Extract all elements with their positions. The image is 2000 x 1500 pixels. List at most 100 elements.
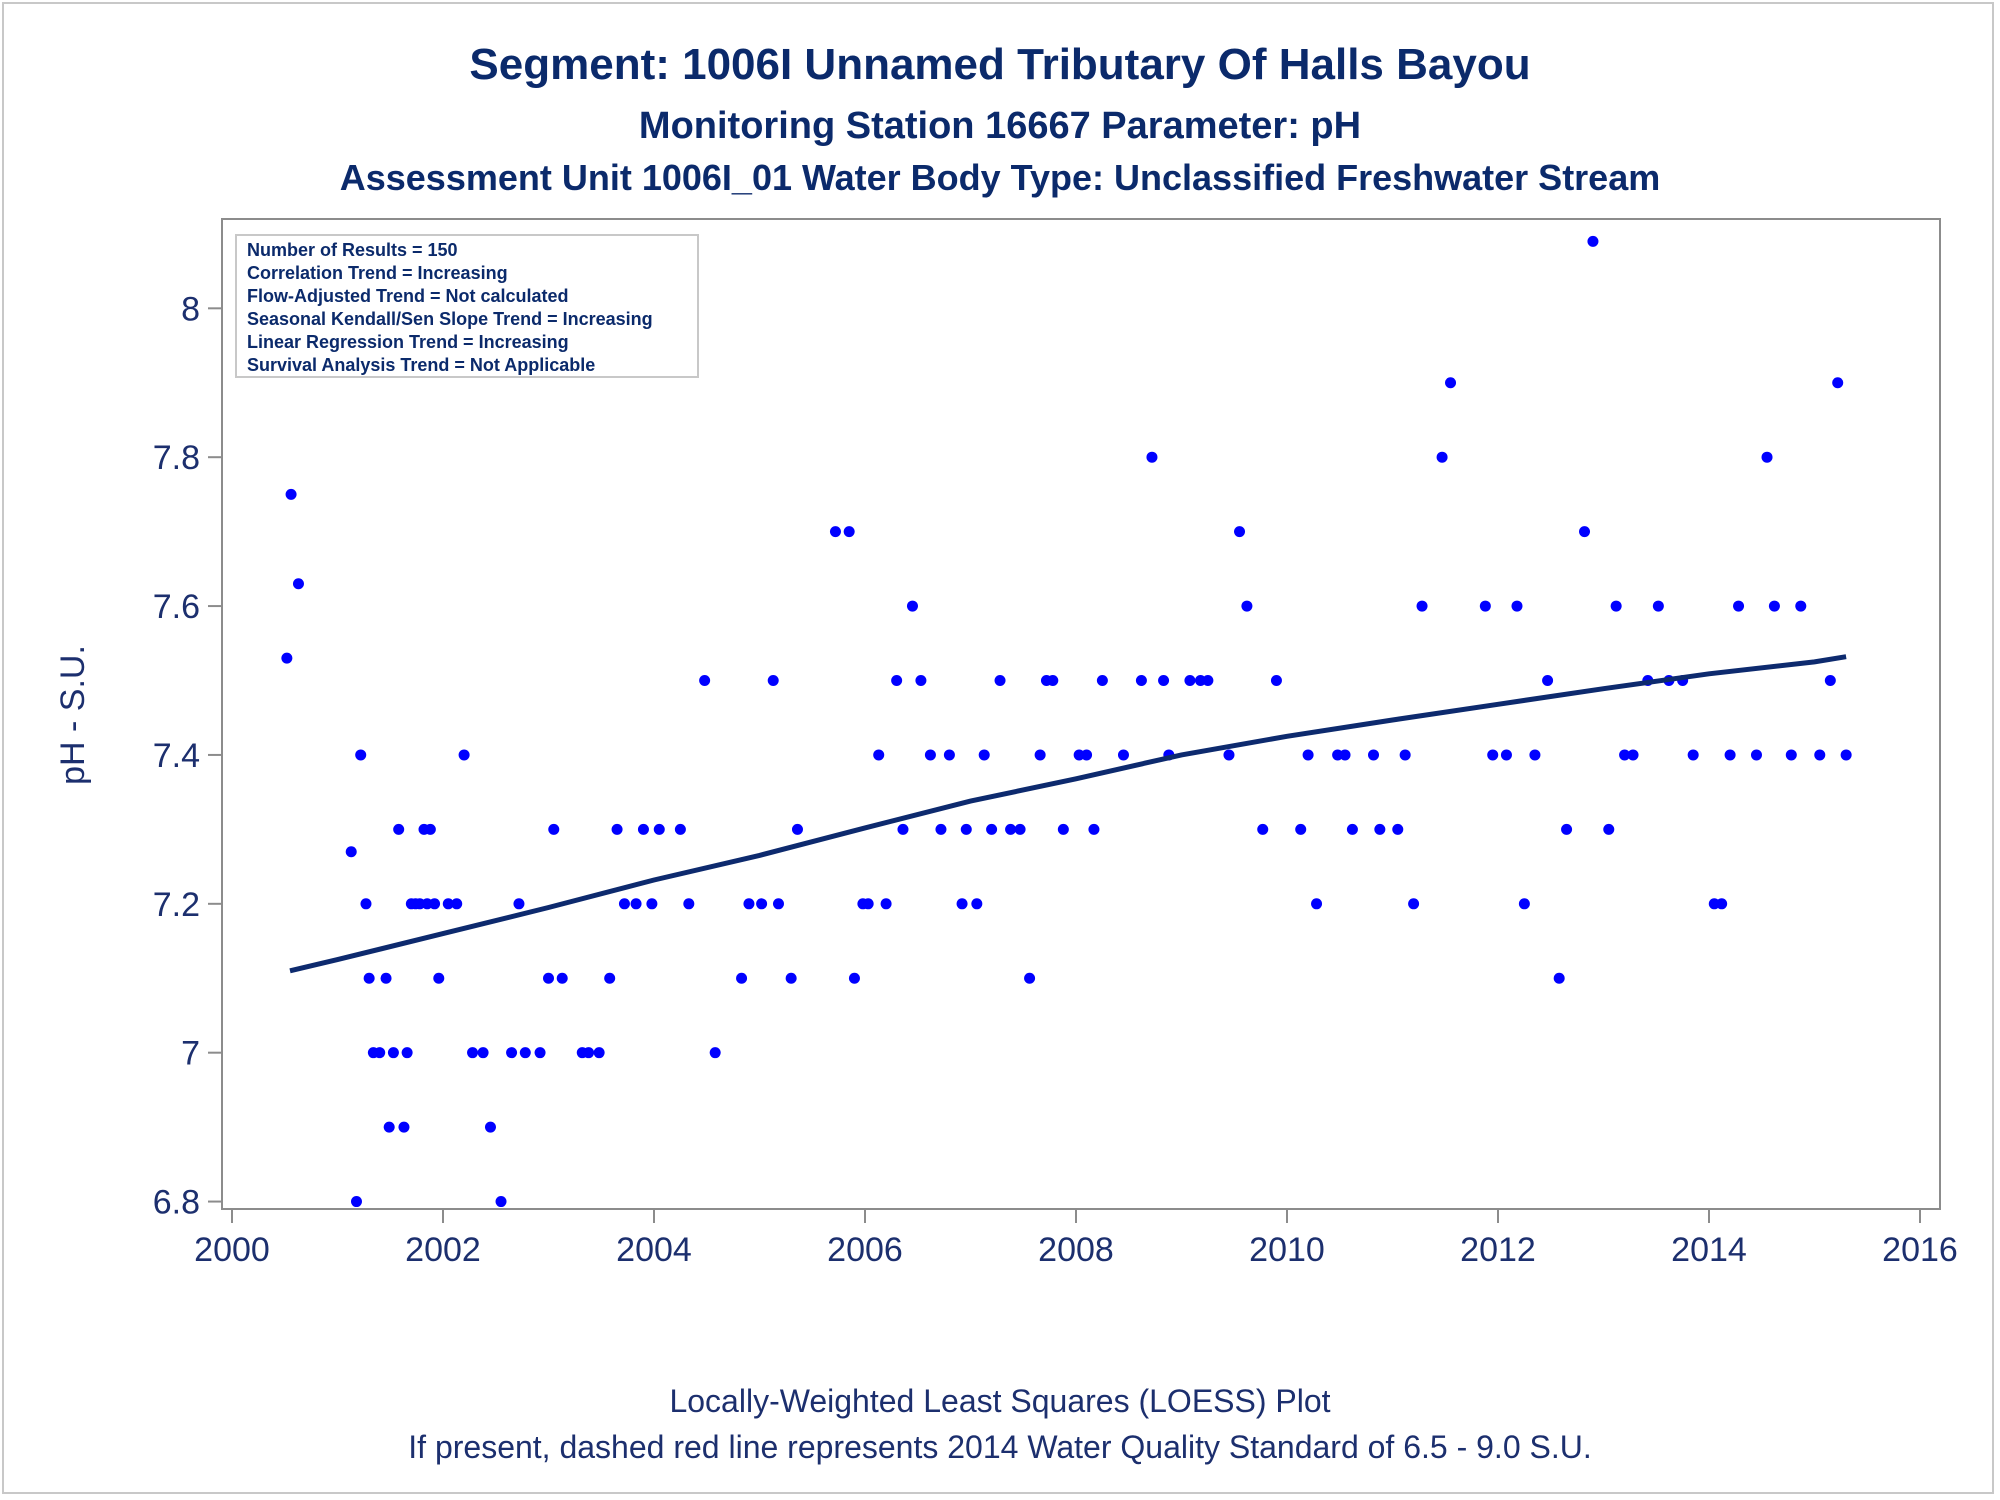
data-point	[543, 972, 554, 984]
data-point	[1500, 749, 1512, 761]
data-point	[1832, 377, 1844, 389]
data-point	[1724, 749, 1736, 761]
data-point	[1257, 823, 1269, 835]
data-point	[1487, 749, 1499, 761]
data-point	[1135, 675, 1147, 687]
loess-trend-line	[289, 654, 1847, 974]
stats-line: Flow-Adjusted Trend = Not calculated	[247, 286, 569, 306]
data-point	[1761, 451, 1773, 463]
data-point	[767, 675, 779, 687]
data-point	[363, 972, 375, 984]
data-point	[467, 1047, 479, 1059]
data-point	[611, 823, 623, 835]
data-point	[924, 749, 936, 761]
data-point	[891, 675, 903, 687]
data-point	[383, 1121, 395, 1133]
data-point	[1840, 749, 1852, 761]
data-point	[1553, 972, 1565, 984]
data-point	[880, 898, 892, 910]
data-point	[1184, 675, 1196, 687]
x-axis: 2000 2002 2004 2006 2008 2010 2012 2014 2016	[194, 1209, 1958, 1269]
data-point	[978, 749, 990, 761]
data-point	[709, 1047, 721, 1059]
data-point	[736, 972, 748, 984]
y-tick-label: 7.2	[153, 886, 200, 924]
data-point	[1627, 749, 1639, 761]
data-point	[424, 823, 436, 835]
x-tick-label: 2012	[1460, 1231, 1536, 1269]
stats-legend: Number of Results = 150 Correlation Trend…	[247, 240, 653, 375]
data-point	[1096, 675, 1108, 687]
data-point	[345, 846, 357, 858]
data-point	[935, 823, 947, 835]
data-point	[556, 972, 568, 984]
data-point	[1733, 600, 1745, 612]
y-tick-label: 7.4	[153, 737, 200, 775]
data-point	[1270, 675, 1282, 687]
data-point	[1034, 749, 1046, 761]
stats-line: Seasonal Kendall/Sen Slope Trend = Incre…	[247, 309, 653, 329]
data-point	[292, 578, 304, 590]
data-point	[653, 823, 665, 835]
stats-line: Number of Results = 150	[247, 240, 458, 260]
data-point	[906, 600, 918, 612]
x-tick-label: 2014	[1671, 1231, 1747, 1269]
data-point	[1399, 749, 1411, 761]
chart-title: Segment: 1006I Unnamed Tributary Of Hall…	[469, 40, 1530, 89]
data-point	[1024, 972, 1036, 984]
data-point	[994, 675, 1006, 687]
y-tick-label: 7.8	[153, 439, 200, 477]
data-point	[785, 972, 797, 984]
data-point	[1311, 898, 1323, 910]
data-point	[548, 823, 560, 835]
stats-line: Survival Analysis Trend = Not Applicable	[247, 355, 595, 375]
footnote-loess: Locally-Weighted Least Squares (LOESS) P…	[669, 1383, 1330, 1419]
data-point	[583, 1047, 595, 1059]
data-point	[1610, 600, 1622, 612]
data-point	[848, 972, 860, 984]
data-point	[1047, 675, 1059, 687]
data-point	[986, 823, 998, 835]
data-point	[1529, 749, 1541, 761]
data-point	[506, 1047, 518, 1059]
y-tick-label: 8	[181, 290, 200, 328]
stats-line: Correlation Trend = Increasing	[247, 263, 508, 283]
data-point	[943, 749, 955, 761]
data-point	[956, 898, 968, 910]
x-tick-label: 2016	[1882, 1231, 1958, 1269]
x-tick-label: 2008	[1038, 1231, 1114, 1269]
chart-subtitle-assessment: Assessment Unit 1006I_01 Water Body Type…	[340, 157, 1661, 198]
data-point	[393, 823, 405, 835]
data-point	[1716, 898, 1728, 910]
x-tick-label: 2000	[194, 1231, 270, 1269]
data-point	[1511, 600, 1523, 612]
data-point	[1479, 600, 1491, 612]
data-point	[433, 972, 445, 984]
data-point	[630, 898, 642, 910]
data-point	[1146, 451, 1158, 463]
data-point	[593, 1047, 605, 1059]
data-point	[1241, 600, 1253, 612]
data-point	[495, 1196, 507, 1208]
data-point	[401, 1047, 413, 1059]
data-point	[484, 1121, 496, 1133]
data-point	[355, 749, 367, 761]
data-point	[458, 749, 470, 761]
data-point	[1374, 823, 1386, 835]
plot-area	[221, 218, 1941, 1210]
x-tick-label: 2004	[616, 1231, 692, 1269]
data-point	[1652, 600, 1664, 612]
data-point	[519, 1047, 531, 1059]
data-point	[1234, 526, 1246, 538]
data-point	[1416, 600, 1428, 612]
data-point	[829, 526, 841, 538]
data-point	[756, 898, 768, 910]
data-point	[360, 898, 372, 910]
data-point	[897, 823, 909, 835]
data-point	[398, 1121, 410, 1133]
data-point	[1587, 235, 1599, 247]
data-point	[1005, 823, 1017, 835]
data-point	[1561, 823, 1573, 835]
